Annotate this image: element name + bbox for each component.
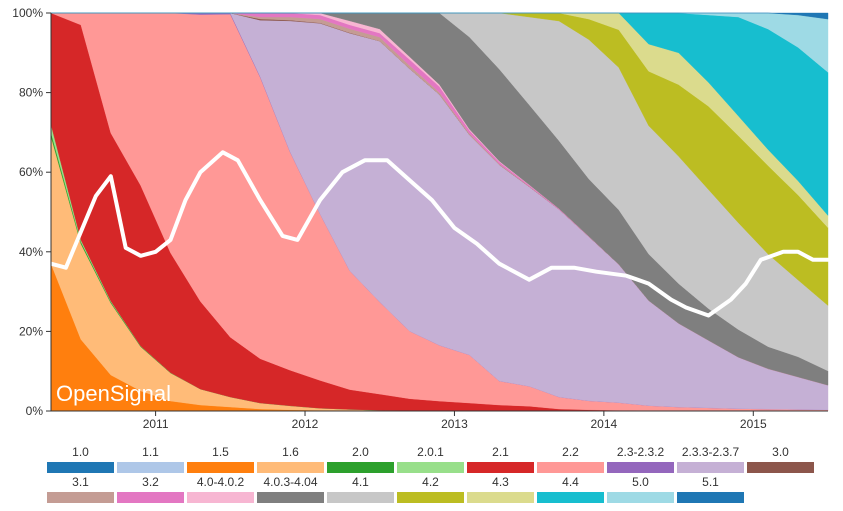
legend-swatch — [607, 492, 674, 503]
legend-item: 4.0-4.0.2 — [187, 475, 254, 503]
legend: 1.0 1.1 1.5 1.6 2.0 2.0.1 2.1 2.2 2.3-2.3.2 2.3.3… — [47, 445, 814, 503]
legend-swatch — [397, 462, 464, 473]
legend-item: 2.3-2.3.2 — [607, 445, 674, 473]
legend-item: 1.5 — [187, 445, 254, 473]
legend-swatch — [537, 492, 604, 503]
legend-swatch — [677, 462, 744, 473]
legend-item: 4.4 — [537, 475, 604, 503]
legend-label: 3.2 — [142, 475, 159, 489]
legend-swatch — [327, 492, 394, 503]
legend-item: 1.6 — [257, 445, 324, 473]
legend-label: 3.1 — [72, 475, 89, 489]
legend-swatch — [677, 492, 744, 503]
legend-swatch — [187, 462, 254, 473]
y-tick-label: 40% — [19, 245, 43, 259]
legend-label: 4.1 — [352, 475, 369, 489]
legend-label: 4.4 — [562, 475, 579, 489]
legend-label: 4.3 — [492, 475, 509, 489]
legend-item: 4.0.3-4.04 — [257, 475, 324, 503]
legend-item: 4.1 — [327, 475, 394, 503]
legend-swatch — [537, 462, 604, 473]
x-tick-label: 2011 — [143, 417, 169, 431]
legend-swatch — [117, 492, 184, 503]
x-tick-label: 2014 — [591, 417, 618, 431]
legend-swatch — [47, 462, 114, 473]
legend-label: 2.0.1 — [417, 445, 444, 459]
legend-swatch — [607, 462, 674, 473]
legend-swatch — [47, 492, 114, 503]
y-tick-label: 0% — [26, 404, 44, 418]
legend-item: 5.0 — [607, 475, 674, 503]
legend-swatch — [747, 462, 814, 473]
legend-item: 5.1 — [677, 475, 744, 503]
legend-label: 1.0 — [72, 445, 89, 459]
overlay-line — [49, 150, 830, 318]
legend-swatch — [467, 492, 534, 503]
legend-item: 1.0 — [47, 445, 114, 473]
legend-item: 1.1 — [117, 445, 184, 473]
y-tick-label: 20% — [19, 324, 43, 338]
axes: 0% 20% 40% 60% 80% 100% 2011 2012 2013 2014 2015 — [12, 6, 828, 431]
legend-item: 4.2 — [397, 475, 464, 503]
legend-item: 2.2 — [537, 445, 604, 473]
legend-item: 2.0.1 — [397, 445, 464, 473]
y-tick-label: 80% — [19, 86, 43, 100]
legend-swatch — [187, 492, 254, 503]
legend-item: 4.3 — [467, 475, 534, 503]
y-tick-label: 100% — [12, 6, 43, 20]
legend-label: 3.0 — [772, 445, 789, 459]
legend-item: 3.2 — [117, 475, 184, 503]
legend-item: 2.0 — [327, 445, 394, 473]
legend-label: 5.0 — [632, 475, 649, 489]
legend-swatch — [467, 462, 534, 473]
x-tick-label: 2013 — [441, 417, 468, 431]
legend-label: 4.0-4.0.2 — [197, 475, 245, 489]
x-tick-label: 2015 — [740, 417, 767, 431]
x-tick-label: 2012 — [292, 417, 319, 431]
legend-swatch — [327, 462, 394, 473]
area-series-5.1 — [51, 12, 829, 20]
y-tick-label: 60% — [19, 165, 43, 179]
legend-label: 2.3-2.3.2 — [617, 445, 665, 459]
legend-label: 2.1 — [492, 445, 509, 459]
legend-label: 1.6 — [282, 445, 299, 459]
legend-label: 5.1 — [702, 475, 719, 489]
legend-item: 2.1 — [467, 445, 534, 473]
legend-item: 2.3.3-2.3.7 — [677, 445, 744, 473]
legend-label: 2.3.3-2.3.7 — [682, 445, 740, 459]
legend-item: 3.0 — [747, 445, 814, 473]
legend-swatch — [257, 462, 324, 473]
brand-watermark: OpenSignal — [56, 381, 171, 406]
legend-label: 4.2 — [422, 475, 439, 489]
legend-label: 1.1 — [142, 445, 159, 459]
legend-swatch — [397, 492, 464, 503]
legend-item: 3.1 — [47, 475, 114, 503]
overlay-line-layer — [49, 150, 830, 318]
legend-label: 2.0 — [352, 445, 369, 459]
legend-label: 2.2 — [562, 445, 579, 459]
legend-label: 1.5 — [212, 445, 229, 459]
legend-swatch — [257, 492, 324, 503]
legend-label: 4.0.3-4.04 — [263, 475, 317, 489]
legend-swatch — [117, 462, 184, 473]
